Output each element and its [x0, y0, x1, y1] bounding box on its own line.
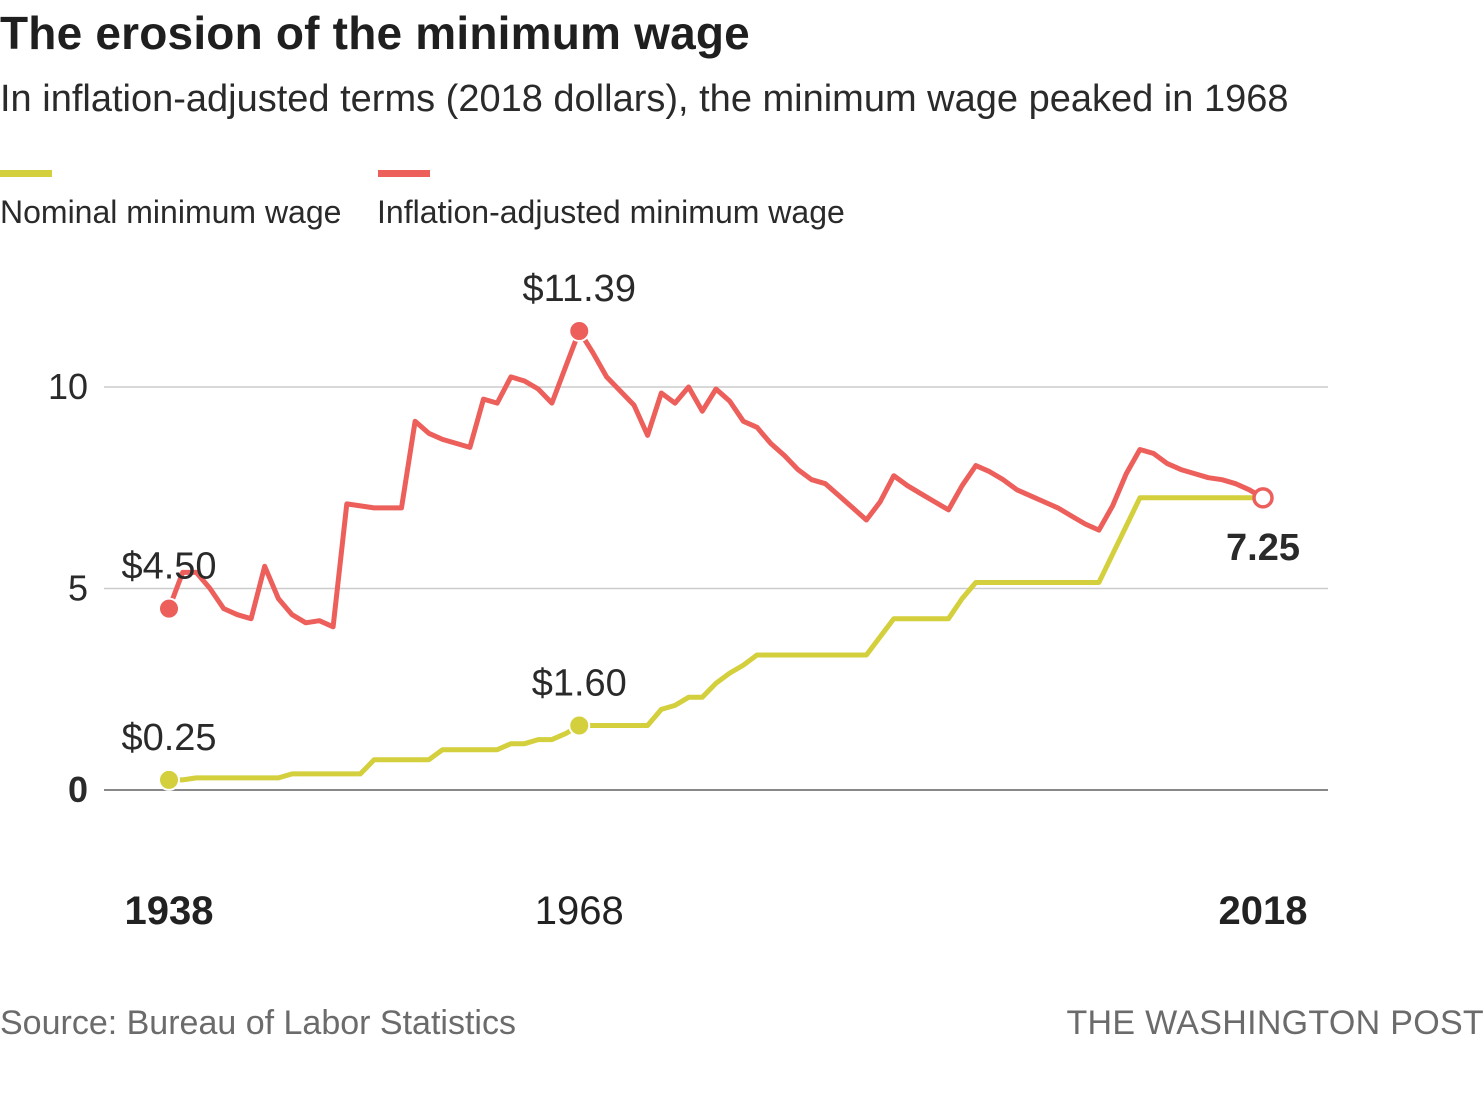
marker-layer [158, 319, 1274, 791]
y-tick-label: 5 [68, 568, 88, 609]
data-label: $1.60 [532, 663, 627, 705]
data-label: $11.39 [523, 268, 636, 310]
point-marker [158, 768, 180, 791]
data-label: $0.25 [121, 717, 216, 759]
source-note: Source: Bureau of Labor Statistics [0, 1004, 516, 1042]
grid-layer [104, 386, 1328, 791]
point-marker [568, 714, 591, 737]
annotation-layer: $4.50 $11.39 $0.25 $1.60 7.25 [121, 268, 1300, 759]
endpoint-marker [1252, 487, 1274, 509]
series-line-adjusted [166, 328, 1266, 630]
point-marker [568, 319, 591, 342]
data-label: $4.50 [121, 546, 216, 588]
y-axis-ticks: 0 5 10 [48, 366, 88, 810]
x-axis-ticks: 1938 1968 2018 [125, 889, 1308, 933]
chart-title: The erosion of the minimum wage [0, 7, 750, 59]
y-tick-label: 0 [68, 769, 88, 810]
legend-label-nominal: Nominal minimum wage [0, 194, 342, 230]
x-tick-label: 2018 [1219, 889, 1308, 933]
publisher-logo: THE WASHINGTON POST [1066, 1004, 1484, 1042]
point-marker [158, 597, 180, 620]
chart-subtitle: In inflation-adjusted terms (2018 dollar… [0, 78, 1289, 120]
x-tick-label: 1968 [535, 889, 624, 933]
y-tick-label: 10 [48, 366, 88, 407]
legend-label-adjusted: Inflation-adjusted minimum wage [377, 194, 845, 230]
data-label: 7.25 [1226, 527, 1300, 569]
legend-swatch-adjusted [378, 170, 430, 177]
series-line-nominal [166, 495, 1266, 783]
series-layer [166, 328, 1266, 783]
legend-swatch-nominal [0, 170, 52, 177]
x-tick-label: 1938 [125, 889, 214, 933]
